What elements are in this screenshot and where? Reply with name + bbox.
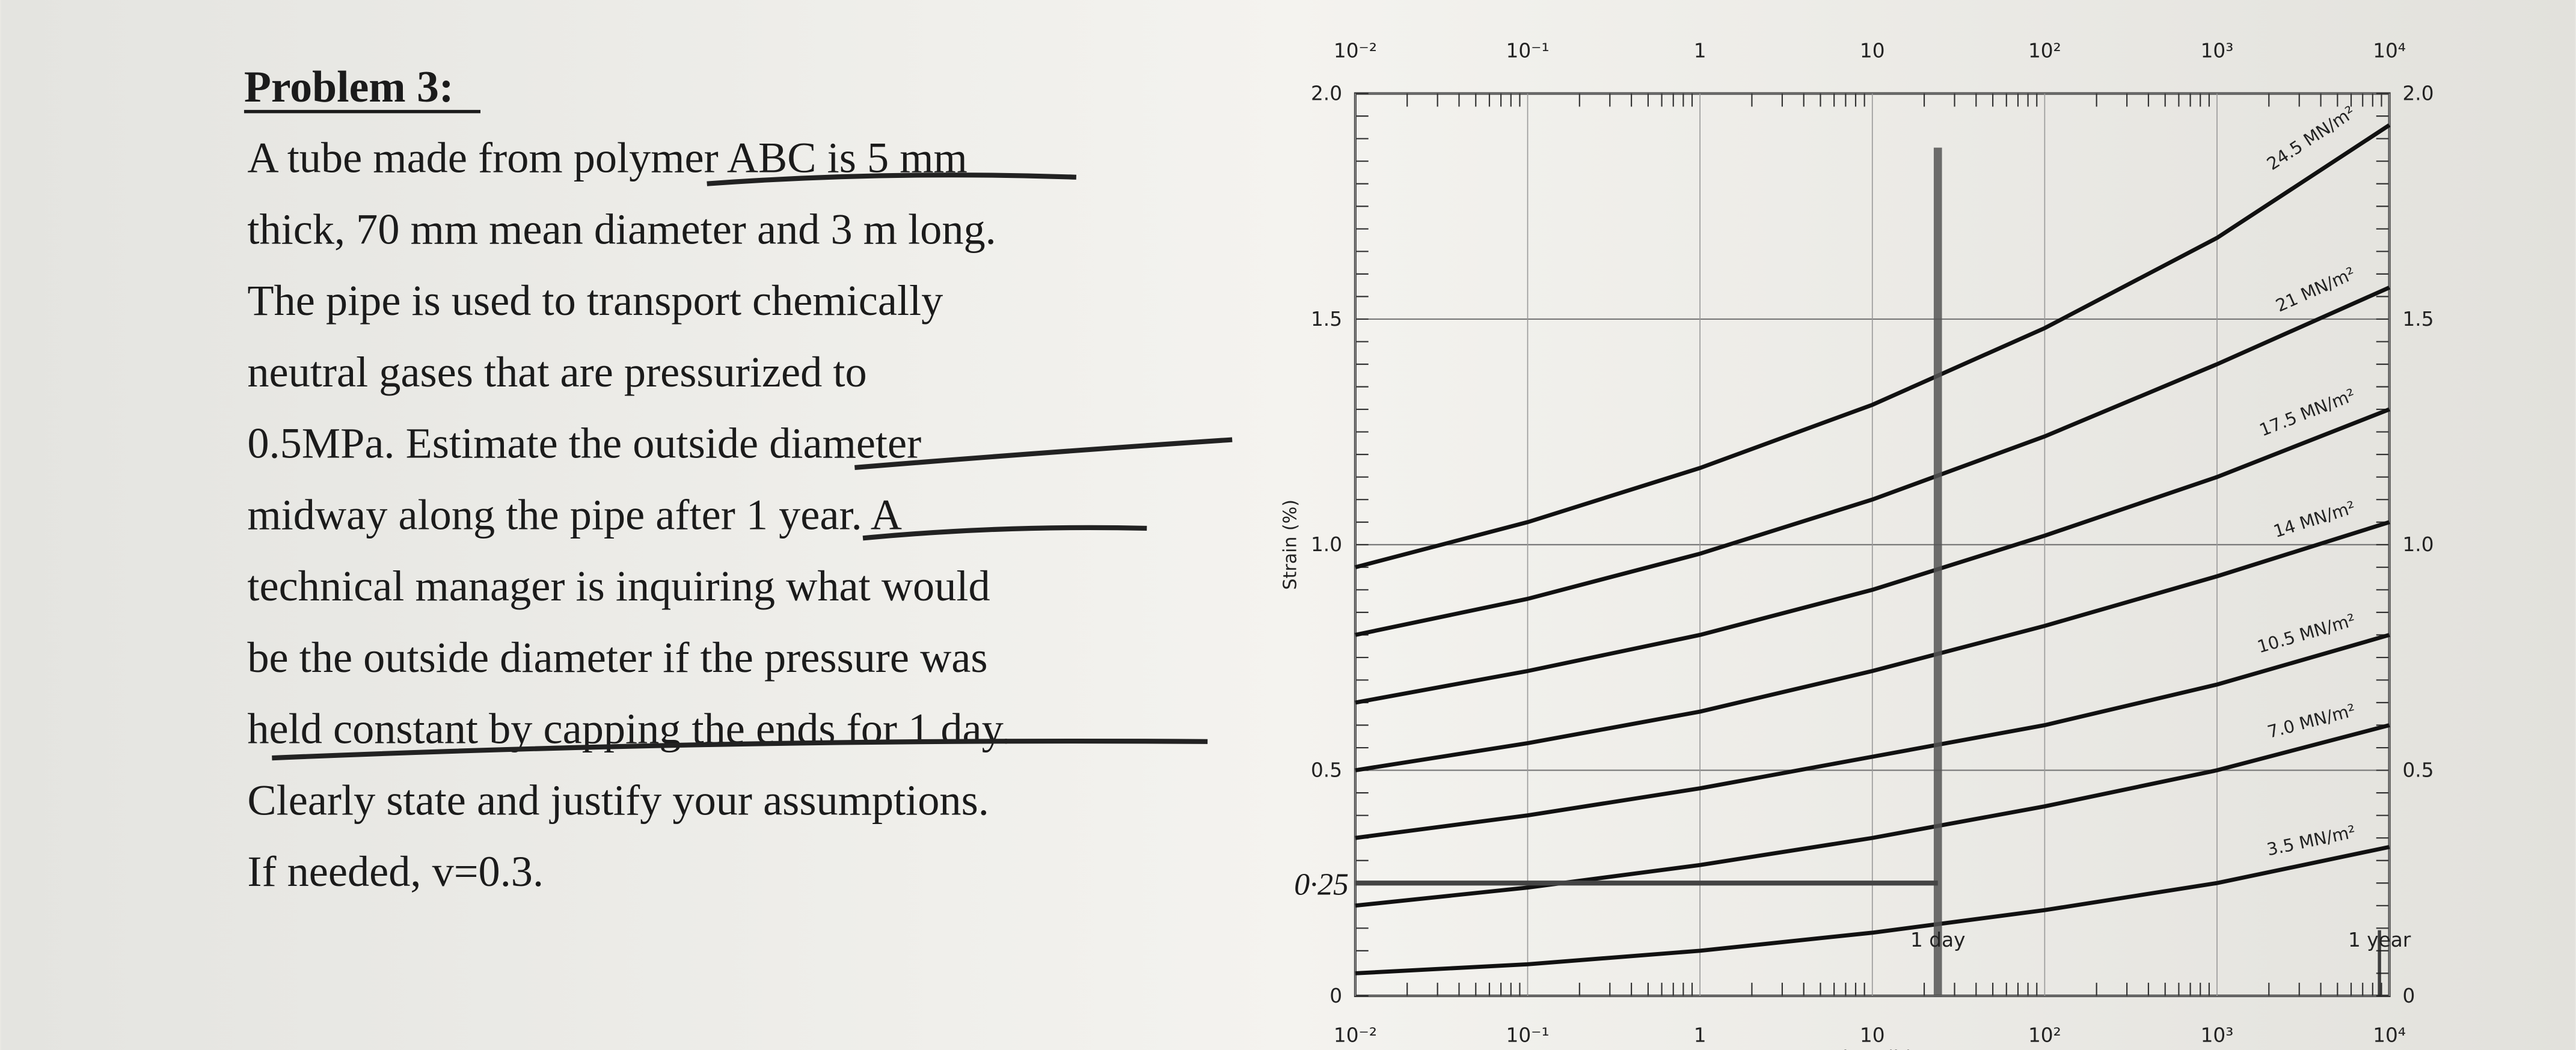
problem-line: midway along the pipe after 1 year. A (247, 490, 902, 539)
y-tick-label-right: 1.5 (2402, 308, 2433, 331)
annotation-text: 1 year (2348, 929, 2411, 951)
problem-line: A tube made from polymer ABC is 5 mm (247, 134, 967, 182)
creep-curve (1355, 407, 2390, 705)
x-tick-label: 10⁻² (1334, 1024, 1377, 1046)
problem-line: The pipe is used to transport chemically (247, 276, 943, 325)
x-tick-label-top: 10⁴ (2373, 40, 2406, 63)
y-tick-label: 0 (1329, 984, 1342, 1007)
y-tick-label-right: 1.0 (2402, 533, 2433, 556)
problem-line: technical manager is inquiring what woul… (247, 562, 990, 610)
problem-line: Clearly state and justify your assumptio… (247, 776, 989, 824)
creep-curve (1355, 520, 2390, 772)
x-tick-label: 10² (2028, 1024, 2061, 1046)
x-tick-label-top: 10 (1860, 40, 1885, 63)
x-tick-label-top: 1 (1694, 40, 1707, 63)
y-tick-label: 1.5 (1311, 308, 1342, 331)
problem-line: thick, 70 mm mean diameter and 3 m long. (247, 205, 996, 253)
annotation-text: 1 day (1910, 929, 1966, 951)
y-tick-label-right: 0 (2402, 984, 2415, 1007)
x-tick-label-top: 10² (2028, 40, 2061, 63)
x-tick-label: 10⁻¹ (1506, 1024, 1549, 1046)
y-tick-label-right: 0.5 (2402, 759, 2433, 782)
handwritten-underline (272, 172, 1233, 761)
y-axis-label: Strain (%) (1280, 499, 1301, 590)
problem-line: neutral gases that are pressurized to (247, 348, 866, 396)
problem-line: be the outside diameter if the pressure … (247, 633, 987, 682)
x-tick-label: 10 (1860, 1024, 1885, 1046)
x-axis-label: Time (h) (1830, 1047, 1913, 1050)
y-tick-label: 0.5 (1311, 759, 1342, 782)
creep-curve (1355, 123, 2391, 570)
y-tick-label-right: 2.0 (2402, 82, 2433, 105)
x-tick-label-top: 10⁻² (1334, 40, 1377, 63)
x-tick-label: 10³ (2201, 1024, 2234, 1046)
problem-line: 0.5MPa. Estimate the outside diameter (247, 420, 921, 468)
x-tick-label: 10⁴ (2373, 1024, 2406, 1046)
creep-curve (1355, 633, 2390, 840)
creep-curve (1355, 723, 2390, 908)
x-tick-label-top: 10⁻¹ (1506, 40, 1549, 63)
problem-title: Problem 3: (244, 62, 454, 111)
problem-line: If needed, v=0.3. (247, 847, 544, 896)
y-tick-label: 2.0 (1311, 82, 1342, 105)
creep-curve (1355, 285, 2391, 637)
annotation-text: 0·25 (1294, 867, 1349, 902)
creep-curve (1355, 844, 2390, 975)
x-tick-label: 1 (1694, 1024, 1707, 1046)
y-tick-label: 1.0 (1311, 533, 1342, 556)
x-tick-label-top: 10³ (2201, 40, 2234, 63)
